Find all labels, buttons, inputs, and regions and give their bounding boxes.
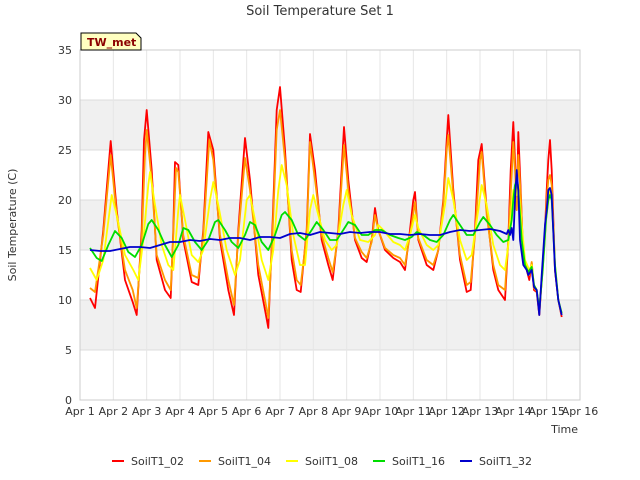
background-band <box>80 350 580 400</box>
y-tick-label: 35 <box>58 44 72 57</box>
x-tick-label: Apr 14 <box>495 405 532 418</box>
x-tick-label: Apr 4 <box>165 405 195 418</box>
x-tick-label: Apr 10 <box>362 405 399 418</box>
x-tick-label: Apr 16 <box>562 405 599 418</box>
x-tick-label: Apr 6 <box>232 405 262 418</box>
station-badge-label: TW_met <box>87 36 136 49</box>
y-tick-label: 20 <box>58 194 72 207</box>
legend-label: SoilT1_16 <box>392 455 445 468</box>
series-line-soilt1_32 <box>89 169 563 316</box>
background-band <box>80 50 580 100</box>
legend-label: SoilT1_02 <box>131 455 184 468</box>
legend: SoilT1_02 SoilT1_04 SoilT1_08 SoilT1_16 Soil… <box>112 455 532 468</box>
y-axis-label: Soil Temperature (C) <box>6 169 19 282</box>
background-band <box>80 150 580 200</box>
x-tick-label: Apr 13 <box>462 405 499 418</box>
background-band <box>80 100 580 150</box>
y-tick-label: 10 <box>58 294 72 307</box>
y-tick-label: 25 <box>58 144 72 157</box>
background-bands <box>80 50 580 400</box>
x-tick-labels: Apr 1 Apr 2 Apr 3 Apr 4 Apr 5 Apr 6 Apr 7 Apr 8… <box>65 405 598 418</box>
chart-title: Soil Temperature Set 1 <box>246 4 394 19</box>
x-tick-label: Apr 2 <box>99 405 129 418</box>
x-axis-label: Time <box>550 423 578 436</box>
background-band <box>80 300 580 350</box>
y-tick-labels: 0 5 10 15 20 25 30 35 <box>58 44 72 407</box>
x-tick-label: Apr 1 <box>65 405 95 418</box>
plot-frame <box>79 49 581 401</box>
series-line-soilt1_04 <box>89 109 563 319</box>
y-tick-label: 5 <box>65 344 72 357</box>
series-lines <box>89 86 563 329</box>
x-tick-label: Apr 15 <box>528 405 565 418</box>
x-tick-label: Apr 7 <box>265 405 295 418</box>
x-tick-label: Apr 9 <box>332 405 362 418</box>
series-line-soilt1_02 <box>89 86 563 329</box>
legend-label: SoilT1_08 <box>305 455 358 468</box>
y-tick-label: 30 <box>58 94 72 107</box>
x-tick-label: Apr 5 <box>199 405 229 418</box>
y-tick-label: 0 <box>65 394 72 407</box>
x-tick-label: Apr 3 <box>132 405 162 418</box>
y-tick-label: 15 <box>58 244 72 257</box>
legend-label: SoilT1_32 <box>479 455 532 468</box>
station-badge: TW_met <box>80 32 142 51</box>
x-tick-label: Apr 11 <box>395 405 432 418</box>
station-badge-shape <box>80 32 142 51</box>
x-tick-label: Apr 12 <box>428 405 465 418</box>
legend-label: SoilT1_04 <box>218 455 271 468</box>
x-tick-label: Apr 8 <box>299 405 329 418</box>
